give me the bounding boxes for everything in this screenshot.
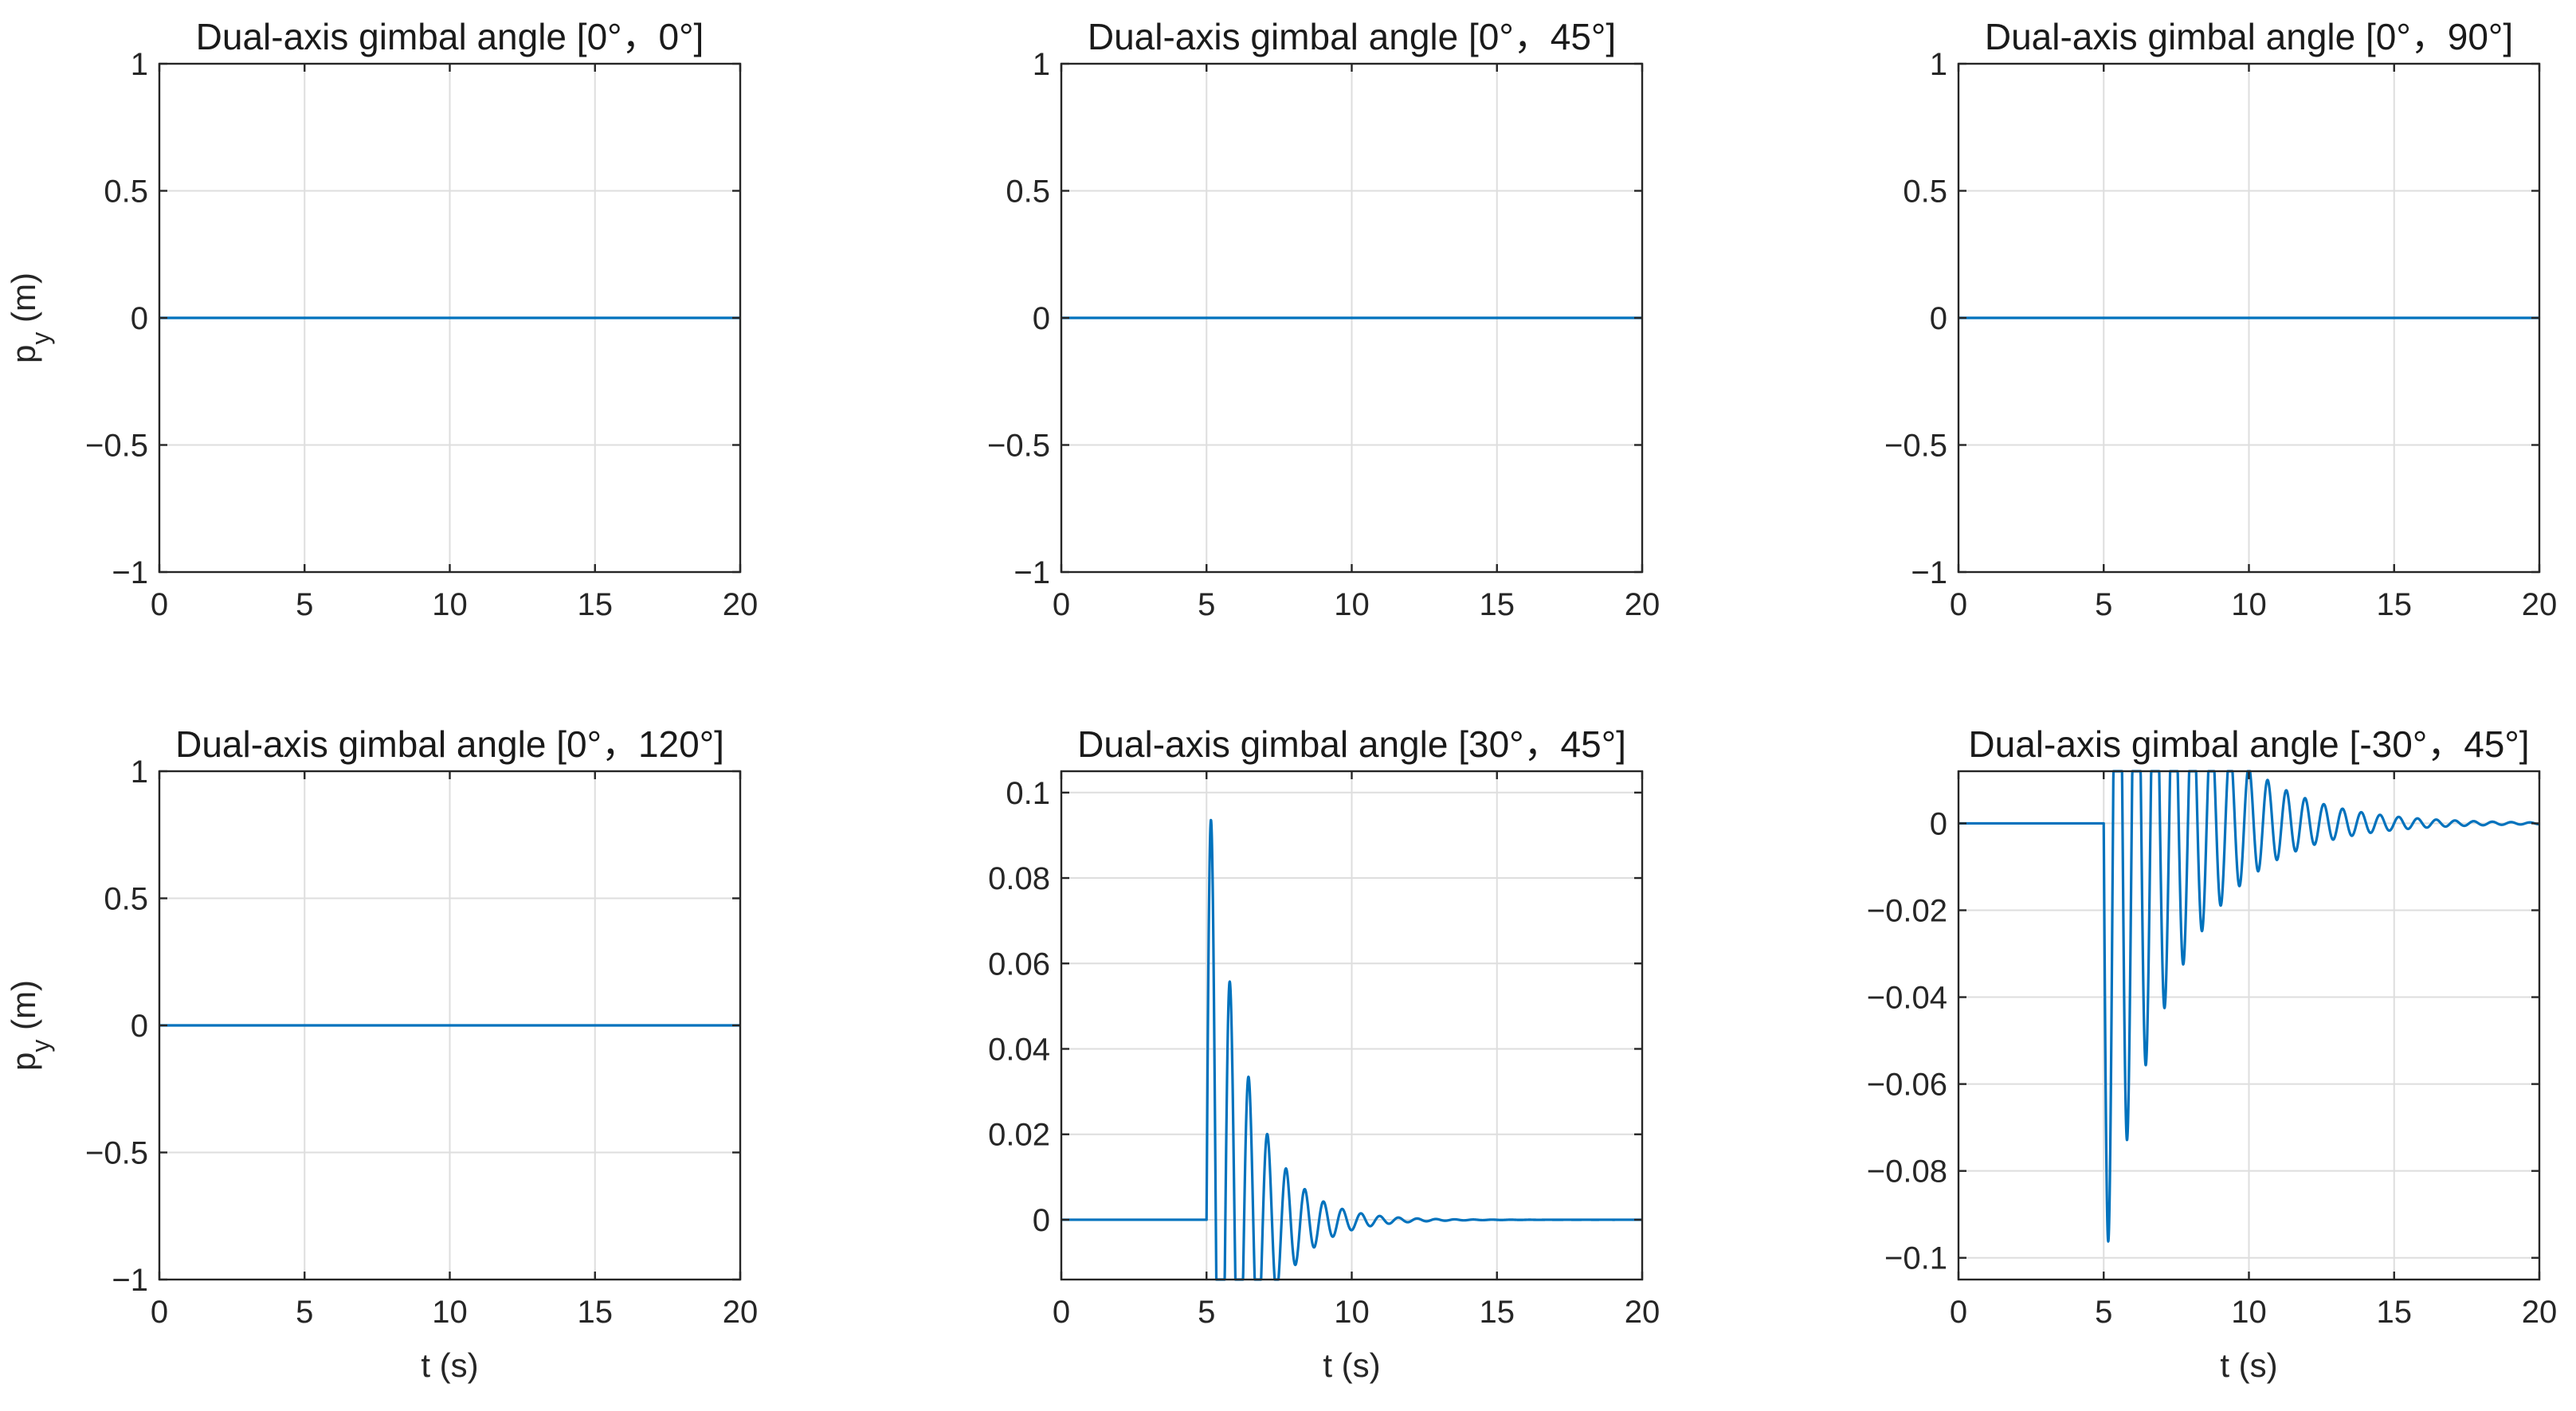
y-tick-label: 0.1 <box>1006 776 1050 811</box>
subplot-title: Dual-axis gimbal angle [0°，0°] <box>196 16 704 57</box>
subplot-4: 0 5 10 15 20 −1 −0.5 0 0.5 1 Dual-axis gimbal angl… <box>5 723 758 1384</box>
x-tick-label: 0 <box>1053 587 1070 622</box>
x-tick-label: 15 <box>578 587 614 622</box>
x-tick-label: 20 <box>723 587 759 622</box>
subplot-5: 0 5 10 15 20 0 0.02 0.04 0.06 0.08 0.1 Dual-axis gi… <box>988 723 1660 1384</box>
x-tick-label: 20 <box>1625 587 1660 622</box>
subplot-1: 0 5 10 15 20 −1 −0.5 0 0.5 1 Dual-axis gimbal angl… <box>5 16 758 622</box>
y-tick-label: 0.06 <box>988 947 1050 982</box>
y-tick-label: 0.04 <box>988 1032 1050 1067</box>
y-tick-label: 0.5 <box>104 174 148 210</box>
x-tick-label: 0 <box>1950 587 1967 622</box>
subplot-title: Dual-axis gimbal angle [30°，45°] <box>1077 723 1626 765</box>
y-tick-label: 0 <box>1033 301 1050 336</box>
y-tick-label: −0.5 <box>85 429 148 464</box>
y-tick-label: 0 <box>1033 1203 1050 1238</box>
x-tick-label: 0 <box>151 587 168 622</box>
x-tick-label: 0 <box>151 1295 168 1330</box>
y-tick-label: −1 <box>112 1263 148 1298</box>
y-tick-label: 0 <box>1930 806 1947 841</box>
x-tick-label: 5 <box>296 587 313 622</box>
x-tick-label: 20 <box>1625 1295 1660 1330</box>
y-tick-label: −0.5 <box>987 429 1050 464</box>
x-tick-label: 20 <box>2522 587 2558 622</box>
series-line <box>1060 818 1644 1281</box>
x-tick-label: 20 <box>2522 1295 2558 1330</box>
y-tick-label: 0.08 <box>988 861 1050 896</box>
y-tick-label: 1 <box>1930 47 1947 82</box>
y-tick-label: −0.5 <box>1884 429 1947 464</box>
y-tick-label: −1 <box>1911 555 1947 590</box>
x-tick-label: 10 <box>432 1295 468 1330</box>
subplot-title: Dual-axis gimbal angle [0°，45°] <box>1088 16 1616 57</box>
x-tick-label: 15 <box>578 1295 614 1330</box>
y-tick-label: −1 <box>112 555 148 590</box>
x-tick-label: 15 <box>1480 1295 1515 1330</box>
x-tick-label: 5 <box>2095 587 2112 622</box>
x-axis-label: t (s) <box>2220 1346 2277 1384</box>
subplot-title: Dual-axis gimbal angle [0°，90°] <box>1985 16 2513 57</box>
subplot-title: Dual-axis gimbal angle [0°，120°] <box>175 723 724 765</box>
subplot-3: 0 5 10 15 20 −1 −0.5 0 0.5 1 Dual-axis gimbal angl… <box>1884 16 2557 622</box>
x-tick-label: 5 <box>1198 587 1215 622</box>
x-tick-label: 10 <box>2231 1295 2267 1330</box>
y-tick-label: −0.04 <box>1867 981 1947 1016</box>
x-tick-label: 10 <box>432 587 468 622</box>
y-tick-label: −0.02 <box>1867 893 1947 928</box>
x-tick-label: 15 <box>2377 1295 2413 1330</box>
y-tick-label: 0.5 <box>1903 174 1947 210</box>
y-tick-label: 0.5 <box>1006 174 1050 210</box>
x-tick-label: 0 <box>1053 1295 1070 1330</box>
x-tick-label: 5 <box>2095 1295 2112 1330</box>
y-tick-label: −0.06 <box>1867 1068 1947 1103</box>
x-tick-label: 5 <box>296 1295 313 1330</box>
x-tick-label: 10 <box>2231 587 2267 622</box>
subplot-2: 0 5 10 15 20 −1 −0.5 0 0.5 1 Dual-axis gimbal angl… <box>987 16 1660 622</box>
y-tick-label: 0 <box>131 301 148 336</box>
x-tick-label: 5 <box>1198 1295 1215 1330</box>
y-tick-label: 0 <box>131 1009 148 1044</box>
y-axis-label: py (m) <box>5 272 55 363</box>
x-tick-label: 0 <box>1950 1295 1967 1330</box>
y-tick-label: 0 <box>1930 301 1947 336</box>
subplot-title: Dual-axis gimbal angle [-30°，45°] <box>1968 723 2529 765</box>
x-axis-label: t (s) <box>1323 1346 1380 1384</box>
y-tick-label: −0.1 <box>1884 1241 1947 1276</box>
x-tick-label: 15 <box>1480 587 1515 622</box>
x-tick-label: 10 <box>1334 587 1370 622</box>
y-tick-label: 0.02 <box>988 1118 1050 1153</box>
y-tick-label: 1 <box>131 47 148 82</box>
y-tick-label: −0.5 <box>85 1136 148 1171</box>
y-tick-label: 1 <box>131 754 148 790</box>
y-tick-label: 1 <box>1033 47 1050 82</box>
x-tick-label: 10 <box>1334 1295 1370 1330</box>
x-tick-label: 15 <box>2377 587 2413 622</box>
y-tick-label: −1 <box>1014 555 1050 590</box>
subplot-6: 0 5 10 15 20 −0.1 −0.08 −0.06 −0.04 −0.02 0 Dual-ax… <box>1867 723 2557 1384</box>
y-tick-label: −0.08 <box>1867 1154 1947 1190</box>
x-axis-label: t (s) <box>421 1346 478 1384</box>
y-tick-label: 0.5 <box>104 882 148 917</box>
y-axis-label: py (m) <box>5 980 55 1071</box>
x-tick-label: 20 <box>723 1295 759 1330</box>
